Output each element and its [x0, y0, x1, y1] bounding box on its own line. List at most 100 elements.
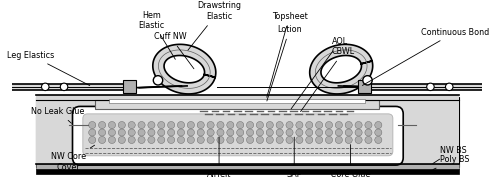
- Text: Lotion: Lotion: [267, 25, 302, 101]
- Circle shape: [128, 129, 136, 136]
- Circle shape: [217, 121, 224, 129]
- Circle shape: [98, 129, 105, 136]
- Circle shape: [227, 121, 234, 129]
- Circle shape: [88, 121, 96, 129]
- Circle shape: [246, 121, 254, 129]
- Text: Hem
Elastic: Hem Elastic: [138, 11, 175, 59]
- Circle shape: [88, 129, 96, 136]
- Circle shape: [363, 76, 372, 85]
- Circle shape: [355, 136, 362, 144]
- Text: Cuff NW: Cuff NW: [154, 32, 194, 69]
- Circle shape: [158, 121, 165, 129]
- Circle shape: [296, 136, 303, 144]
- Circle shape: [336, 136, 342, 144]
- Circle shape: [128, 136, 136, 144]
- Circle shape: [178, 129, 184, 136]
- Circle shape: [148, 136, 155, 144]
- Circle shape: [374, 136, 382, 144]
- Bar: [36, 97, 459, 167]
- Circle shape: [108, 136, 116, 144]
- Bar: [36, 164, 459, 169]
- Circle shape: [88, 136, 96, 144]
- Bar: [123, 80, 136, 93]
- Circle shape: [286, 136, 293, 144]
- Circle shape: [207, 136, 214, 144]
- Circle shape: [365, 129, 372, 136]
- Circle shape: [355, 121, 362, 129]
- Circle shape: [98, 136, 105, 144]
- Circle shape: [217, 136, 224, 144]
- Circle shape: [98, 121, 105, 129]
- Text: SAP: SAP: [286, 137, 302, 179]
- Circle shape: [256, 121, 264, 129]
- Circle shape: [256, 129, 264, 136]
- Circle shape: [306, 129, 313, 136]
- Circle shape: [374, 129, 382, 136]
- FancyBboxPatch shape: [72, 107, 403, 165]
- Circle shape: [286, 121, 293, 129]
- Circle shape: [207, 129, 214, 136]
- Circle shape: [148, 129, 155, 136]
- Circle shape: [118, 136, 126, 144]
- Circle shape: [276, 121, 283, 129]
- Circle shape: [446, 83, 453, 91]
- Circle shape: [266, 136, 274, 144]
- Bar: [360, 84, 482, 90]
- Text: Leg Elastics: Leg Elastics: [8, 51, 90, 86]
- Circle shape: [227, 136, 234, 144]
- Circle shape: [286, 129, 293, 136]
- Circle shape: [316, 129, 322, 136]
- Circle shape: [336, 121, 342, 129]
- Circle shape: [138, 129, 145, 136]
- Circle shape: [118, 121, 126, 129]
- Circle shape: [108, 129, 116, 136]
- Circle shape: [236, 121, 244, 129]
- Circle shape: [178, 136, 184, 144]
- Circle shape: [158, 129, 165, 136]
- Circle shape: [306, 121, 313, 129]
- Circle shape: [316, 136, 322, 144]
- Circle shape: [365, 136, 372, 144]
- Text: Airfelt: Airfelt: [207, 137, 232, 179]
- Circle shape: [306, 136, 313, 144]
- Text: Topsheet: Topsheet: [267, 12, 308, 97]
- Circle shape: [227, 129, 234, 136]
- Circle shape: [276, 129, 283, 136]
- Circle shape: [236, 136, 244, 144]
- Circle shape: [178, 121, 184, 129]
- Circle shape: [355, 129, 362, 136]
- Text: AQL: AQL: [291, 37, 348, 109]
- Circle shape: [296, 129, 303, 136]
- Circle shape: [188, 129, 194, 136]
- Circle shape: [154, 76, 162, 85]
- Polygon shape: [310, 44, 372, 94]
- Circle shape: [60, 83, 68, 91]
- Circle shape: [266, 129, 274, 136]
- Text: Poly BS: Poly BS: [433, 155, 470, 170]
- Text: Core Glue: Core Glue: [331, 145, 370, 179]
- Circle shape: [316, 121, 322, 129]
- Circle shape: [326, 136, 332, 144]
- Circle shape: [118, 129, 126, 136]
- Circle shape: [326, 121, 332, 129]
- Circle shape: [256, 136, 264, 144]
- Text: Continuous Bond: Continuous Bond: [362, 28, 490, 86]
- Circle shape: [276, 136, 283, 144]
- Text: No Leak Glue: No Leak Glue: [31, 107, 84, 123]
- Circle shape: [345, 136, 352, 144]
- Bar: [36, 169, 459, 174]
- Circle shape: [207, 121, 214, 129]
- Circle shape: [128, 121, 136, 129]
- Bar: [12, 84, 134, 90]
- Text: Drawstring
Elastic: Drawstring Elastic: [188, 1, 241, 50]
- Circle shape: [168, 121, 174, 129]
- Circle shape: [374, 121, 382, 129]
- Circle shape: [197, 136, 204, 144]
- Circle shape: [246, 129, 254, 136]
- Circle shape: [266, 121, 274, 129]
- Circle shape: [345, 129, 352, 136]
- Circle shape: [365, 121, 372, 129]
- Polygon shape: [153, 44, 216, 94]
- Circle shape: [345, 121, 352, 129]
- Text: NW BS: NW BS: [433, 146, 466, 164]
